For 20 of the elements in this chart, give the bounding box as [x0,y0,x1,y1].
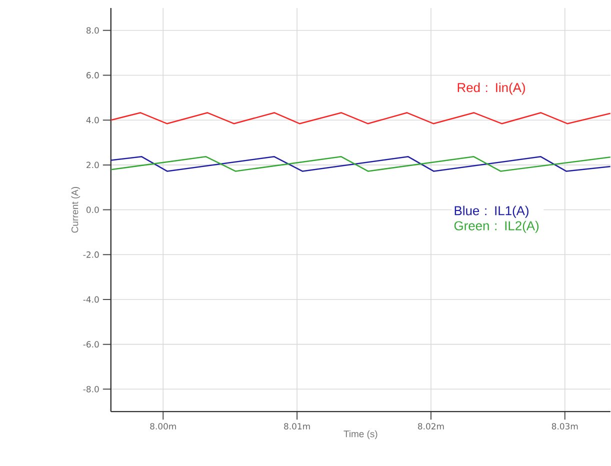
y-tick-label: 0.0 [86,206,99,214]
x-tick-label: 8.00m [150,423,176,430]
x-tick-label: 8.02m [418,423,444,430]
x-tick-label: 8.01m [284,423,310,430]
y-tick-label: -2.0 [83,252,99,258]
line-series [110,156,610,172]
text: Green : IL2(A) [454,221,539,234]
x-tick-label: 8.03m [552,423,578,430]
y-tick-label: -6.0 [83,341,99,348]
x-axis-title: Time (s) [344,430,378,440]
y-tick-label: -8.0 [83,386,99,393]
y-tick-label: -4.0 [83,296,99,303]
y-tick-label: 6.0 [86,72,99,79]
line-series [110,112,610,125]
y-axis-title: Current (A) [71,187,80,233]
text: Blue : IL1(A) [454,206,528,218]
series-label: Red : Iin(A) [458,82,525,95]
y-tick-label: 4.0 [86,117,99,124]
y-tick-label: 8.0 [86,27,99,34]
y-tick-label: 2.0 [86,162,99,168]
